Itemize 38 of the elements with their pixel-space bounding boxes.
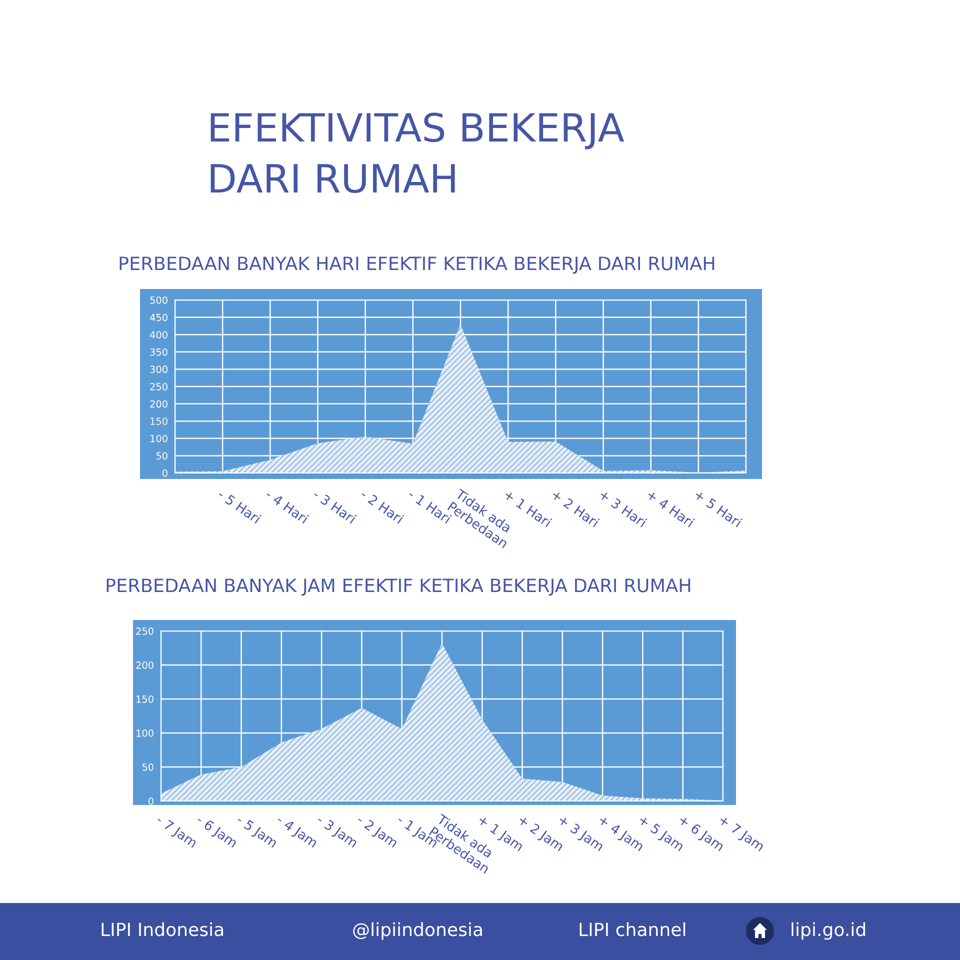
y-tick-label: 350	[150, 348, 168, 356]
x-tick-label: - 3 Hari	[312, 488, 357, 524]
y-tick-label: 200	[136, 661, 154, 669]
text: @lipiindonesia	[353, 922, 482, 940]
chart-title: PERBEDAAN BANYAK JAM EFEKTIF KETIKA BEKERJA DARI RUMAH	[106, 578, 690, 596]
y-tick-label: 100	[150, 434, 168, 442]
text: LIPI Indonesia	[102, 922, 224, 936]
chart-title: EFEKTIVITAS BEKERJA DARI RUMAH	[210, 112, 624, 194]
y-tick-label: 0	[148, 797, 154, 805]
y-tick-label: 100	[136, 729, 154, 737]
x-tick-label: - 5 Hari	[217, 488, 262, 524]
x-tick-label: - 4 Jam	[278, 818, 317, 848]
x-tick-label: - 2 Jam	[358, 818, 398, 848]
y-tick-label: 250	[150, 382, 168, 390]
y-tick-label: 50	[142, 763, 154, 771]
x-tick-label: - 7 Jam	[154, 814, 198, 850]
y-tick-label: 150	[136, 695, 154, 703]
x-tick-label: - 4 Hari	[264, 488, 309, 524]
x-tick-label: - 3 Jam	[318, 818, 358, 848]
text: lipi.go.id	[792, 922, 866, 940]
x-tick-label: - 5 Jam	[238, 818, 277, 848]
text: LIPI channel	[580, 922, 686, 936]
y-tick-label: 300	[150, 366, 168, 374]
x-tick-label: - 6 Jam	[198, 818, 237, 848]
chart-subtitle: PERBEDAAN BANYAK HARI EFEKTIF KETIKA BEKERJA DARI RUMAH	[120, 256, 714, 274]
x-tick-label: + 3 Hari	[598, 489, 648, 528]
x-tick-label: + 4 Hari	[646, 489, 695, 528]
y-tick-label: 150	[150, 418, 168, 425]
y-tick-label: 200	[150, 400, 168, 408]
y-tick-label: 50	[156, 452, 168, 460]
x-tick-label: + 2 Hari	[550, 489, 600, 528]
x-tick-label: - 2 Hari	[360, 488, 404, 524]
y-tick-label: 0	[162, 469, 168, 477]
y-tick-label: 450	[150, 314, 168, 322]
y-tick-label: 400	[150, 331, 168, 338]
y-tick-label: 250	[136, 627, 154, 635]
y-tick-label: 500	[150, 296, 168, 304]
x-tick-label: + 5 Hari	[694, 489, 742, 528]
